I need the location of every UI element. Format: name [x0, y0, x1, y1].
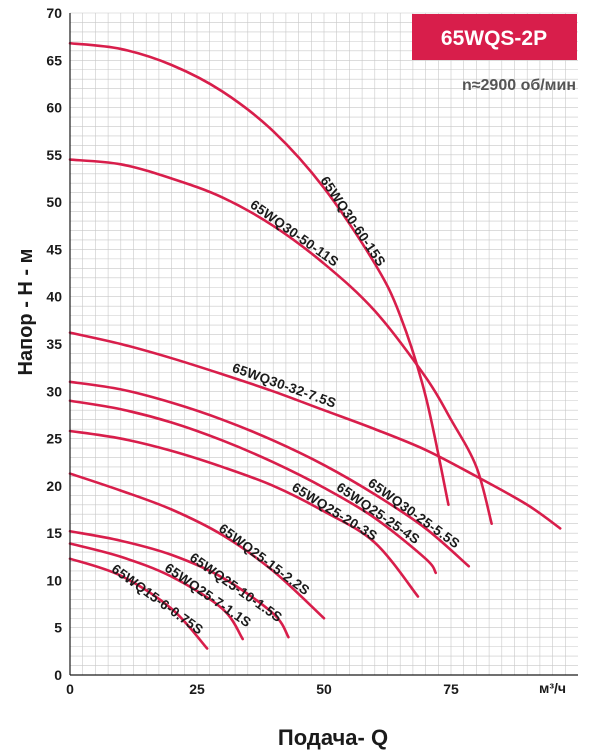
pump-curve: [68, 41, 450, 507]
x-tick-label: 75: [443, 681, 459, 697]
pump-curve: [68, 380, 471, 568]
pump-curve: [68, 529, 290, 639]
y-tick-label: 35: [46, 336, 62, 352]
y-tick-label: 10: [46, 572, 62, 588]
x-tick-label: 0: [66, 681, 74, 697]
speed-subtitle: n≈2900 об/мин: [462, 77, 576, 94]
y-tick-label: 20: [46, 478, 62, 494]
y-tick-label: 70: [46, 5, 62, 21]
pump-curve: [68, 557, 209, 650]
x-tick-label: 25: [189, 681, 205, 697]
pump-curve: [68, 472, 326, 620]
pump-curve: [68, 158, 493, 525]
axes: [69, 13, 578, 676]
pump-curve: [68, 542, 245, 641]
chart-title: 65WQS-2P: [441, 27, 547, 50]
pump-curve: [68, 331, 562, 530]
y-tick-label: 40: [46, 289, 62, 305]
y-tick-label: 25: [46, 431, 62, 447]
y-tick-label: 0: [54, 667, 62, 683]
y-axis-title: Напор - Н - м: [15, 249, 37, 376]
curve-label: 65WQ30-32-7.5S: [230, 360, 338, 411]
pump-curve: [68, 399, 438, 575]
plot-grid: [70, 12, 578, 675]
x-axis-title: Подача- Q: [278, 725, 388, 750]
x-tick-label: 50: [316, 681, 332, 697]
tick-labels: 0 5 10 15 20 25 30 35 40 45 50 55 60 65 70 0 25 50 75: [46, 5, 459, 697]
y-tick-label: 65: [46, 52, 62, 68]
y-tick-label: 45: [46, 241, 62, 257]
y-tick-label: 30: [46, 383, 62, 399]
y-tick-label: 15: [46, 525, 62, 541]
y-tick-label: 55: [46, 147, 62, 163]
y-tick-label: 5: [54, 620, 62, 636]
pump-curves: [68, 41, 562, 650]
model-badge: 65WQS-2P: [412, 14, 577, 60]
x-unit-label: м³/ч: [539, 680, 566, 696]
y-tick-label: 60: [46, 100, 62, 116]
y-tick-label: 50: [46, 194, 62, 210]
pump-curve: [68, 429, 420, 598]
model-badge-background: [412, 14, 577, 60]
